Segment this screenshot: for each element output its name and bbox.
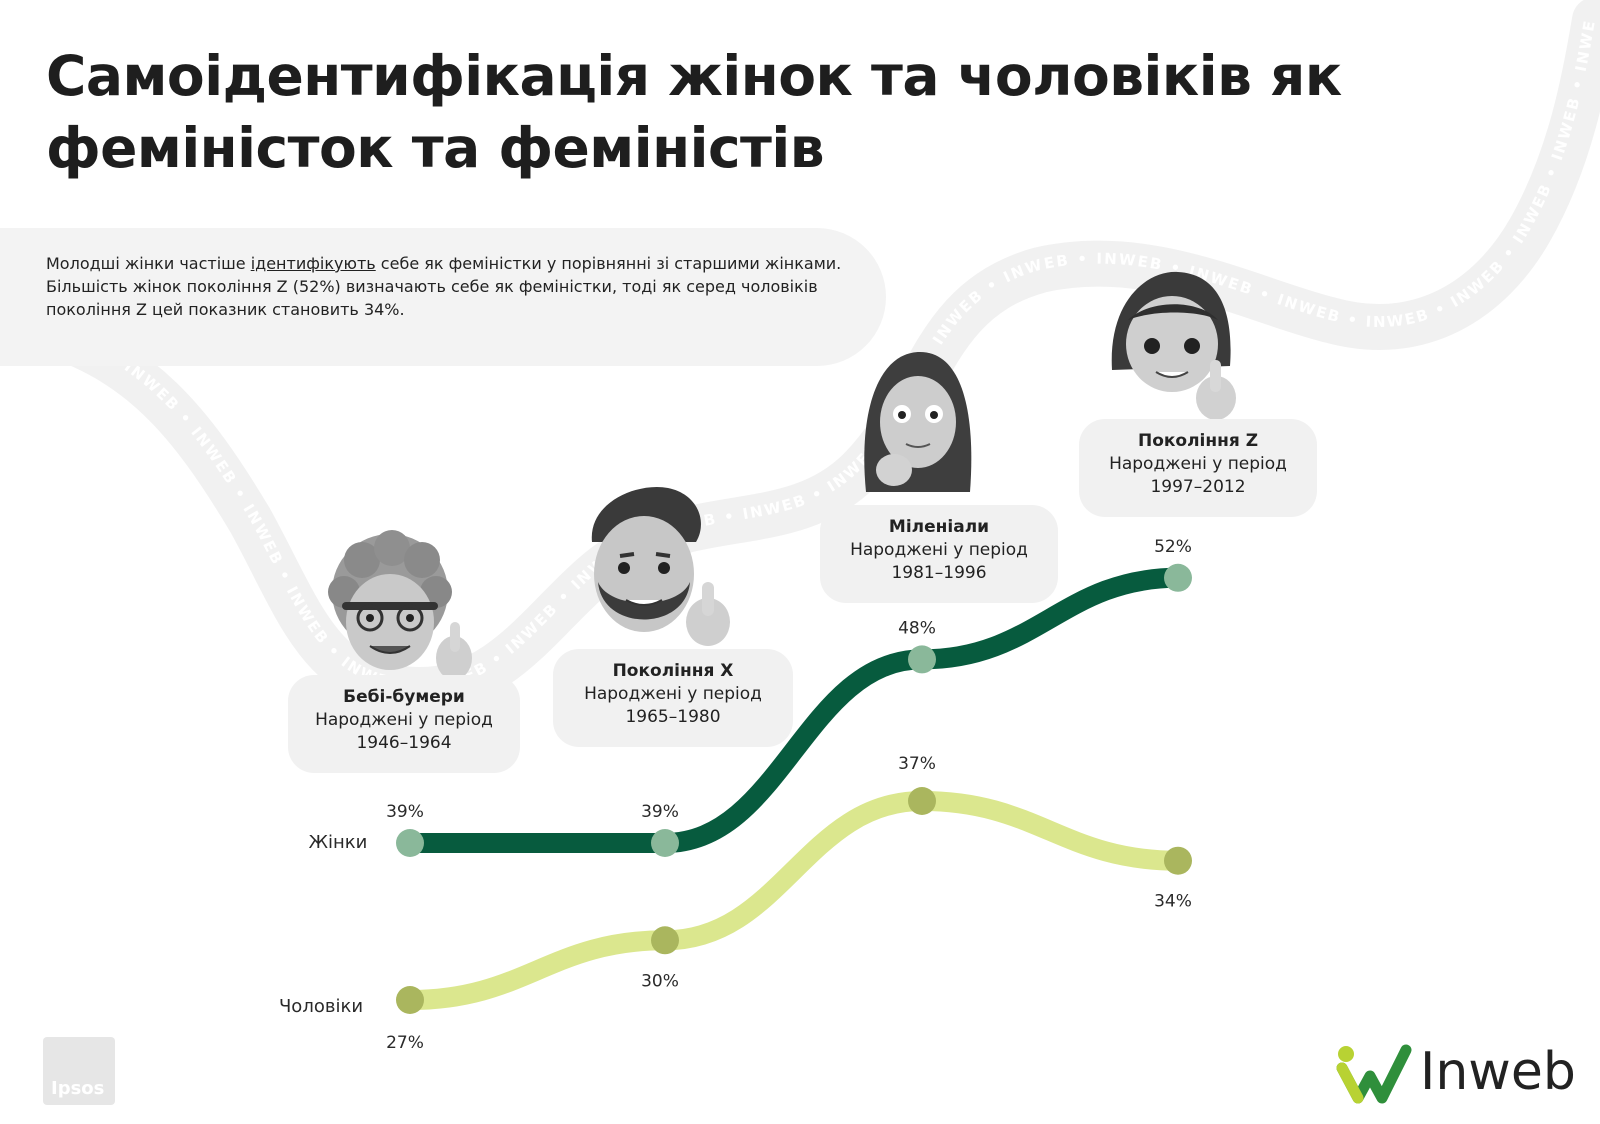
data-label: 34% xyxy=(1154,892,1192,912)
generation-subtitle: Народжені у період xyxy=(850,540,1028,560)
data-label: 52% xyxy=(1154,537,1192,557)
data-point xyxy=(651,926,679,955)
generation-name: Покоління X xyxy=(612,661,734,681)
intro-text: Молодші жінки частіше ідентифікують себе… xyxy=(46,254,842,319)
ipsos-logo: Ipsos xyxy=(43,1037,115,1105)
generation-name: Бебі-бумери xyxy=(343,687,465,707)
data-point xyxy=(908,787,936,815)
data-point xyxy=(1164,846,1192,875)
generation-years: 1965–1980 xyxy=(625,707,721,727)
generation-card-millennials: Міленіали Народжені у період 1981–1996 xyxy=(820,505,1058,603)
ipsos-logo-text: Ipsos xyxy=(51,1078,105,1099)
generation-card-boomers: Бебі-бумери Народжені у період 1946–1964 xyxy=(288,675,520,773)
inweb-mark-icon xyxy=(1336,1044,1412,1104)
gen-x-avatar xyxy=(591,486,730,646)
generation-name: Міленіали xyxy=(888,517,990,537)
millennial-avatar xyxy=(864,352,972,492)
generation-card-gen-x: Покоління X Народжені у період 1965–1980 xyxy=(553,649,793,747)
intro-panel: Молодші жінки частіше ідентифікують себе… xyxy=(0,228,886,366)
intro-underlined: ідентифікують xyxy=(250,254,376,273)
data-label: 27% xyxy=(386,1033,424,1053)
series-line-women xyxy=(400,567,1188,853)
data-point xyxy=(396,986,424,1014)
boomer-avatar xyxy=(328,530,472,680)
data-label: 30% xyxy=(641,971,679,991)
generation-years: 1946–1964 xyxy=(356,733,452,753)
data-point xyxy=(1164,563,1192,592)
inweb-logo: Inweb xyxy=(1336,1042,1576,1104)
series-label: Чоловіки xyxy=(279,996,363,1017)
generation-subtitle: Народжені у період xyxy=(1109,454,1287,474)
series-line-men xyxy=(400,790,1188,1010)
page-title: Самоідентифікація жінок та чоловіків як … xyxy=(46,44,1342,180)
gen-z-avatar xyxy=(1111,271,1236,420)
data-label: 37% xyxy=(898,754,936,774)
generation-subtitle: Народжені у період xyxy=(315,710,493,730)
generation-card-gen-z: Покоління Z Народжені у період 1997–2012 xyxy=(1079,419,1317,517)
generation-subtitle: Народжені у період xyxy=(584,684,762,704)
data-label: 48% xyxy=(898,618,936,638)
data-point xyxy=(651,829,679,857)
data-label: 39% xyxy=(641,802,679,822)
generation-years: 1981–1996 xyxy=(891,563,987,583)
generation-name: Покоління Z xyxy=(1137,431,1259,451)
series-label: Жінки xyxy=(309,832,368,853)
inweb-logo-text: Inweb xyxy=(1420,1042,1576,1102)
data-point xyxy=(396,829,424,857)
data-label: 39% xyxy=(386,802,424,822)
data-point xyxy=(908,645,936,674)
generation-years: 1997–2012 xyxy=(1150,477,1246,497)
